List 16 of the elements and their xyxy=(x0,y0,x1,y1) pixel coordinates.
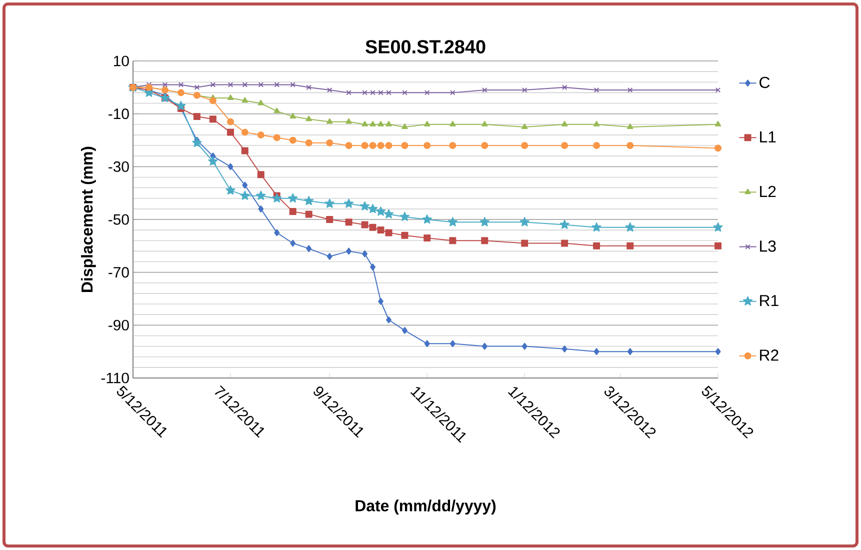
y-tick-label: -90 xyxy=(108,320,129,330)
y-tick-label: -70 xyxy=(108,267,129,278)
legend-label: R1 xyxy=(760,295,778,306)
x-axis-title: Date (mm/dd/yyyy) xyxy=(356,500,496,515)
y-tick-label: 10 xyxy=(114,56,129,66)
chart-title: SE00.ST.2840 xyxy=(366,40,486,54)
y-tick-label: -30 xyxy=(108,161,129,172)
legend-label: C xyxy=(760,76,770,88)
y-tick-label: -110 xyxy=(101,372,129,384)
legend-label: L2 xyxy=(760,186,776,197)
y-tick-label: -10 xyxy=(108,108,129,120)
legend-label: L3 xyxy=(760,240,776,252)
legend-label: R2 xyxy=(760,350,778,361)
y-axis-title: Displacement (mm) xyxy=(80,146,96,292)
legend-label: L1 xyxy=(760,131,776,142)
y-tick-label: -50 xyxy=(108,214,129,225)
